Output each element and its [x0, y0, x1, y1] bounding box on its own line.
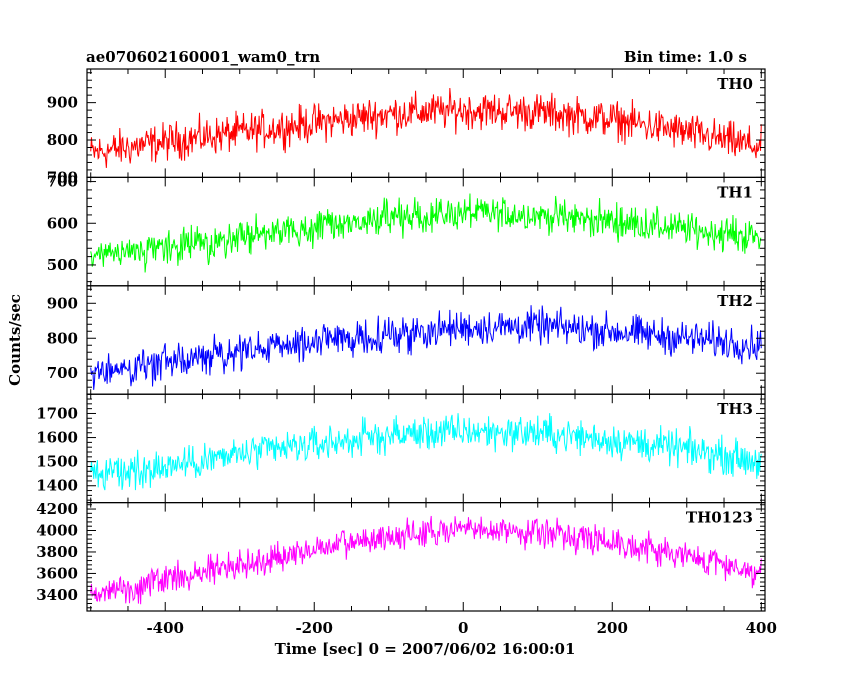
panel-label-th1: TH1 [717, 183, 753, 201]
y-tick-label: 1700 [36, 404, 78, 422]
x-tick-label: 400 [746, 619, 777, 637]
panel-th1: 500 600 700 TH1 [47, 173, 766, 287]
series-line-th2 [90, 305, 762, 390]
y-tick-label: 600 [47, 214, 78, 232]
x-axis-label: Time [sec] 0 = 2007/06/02 16:00:01 [275, 640, 576, 658]
y-tick-label: 700 [47, 364, 78, 382]
y-tick-label: 4200 [36, 500, 78, 518]
y-axis-label: Counts/sec [6, 294, 24, 386]
x-tick-label: -400 [146, 619, 184, 637]
y-tick-label: 1600 [36, 429, 78, 447]
y-tick-label: 800 [47, 131, 78, 149]
panel-label-th3: TH3 [717, 400, 753, 418]
x-tick-label: 200 [597, 619, 628, 637]
y-tick-label: 3400 [36, 586, 78, 604]
y-tick-label: 1500 [36, 453, 78, 471]
x-tick-label: -200 [295, 619, 333, 637]
y-tick-label: 3800 [36, 543, 78, 561]
panel-th2: 700 800 900 TH2 [47, 285, 766, 395]
panel-th0123: 3400 3600 3800 4000 4200 TH0123 [36, 500, 766, 612]
x-axis: -400 -200 0 200 400 [146, 619, 776, 637]
panel-label-th2: TH2 [717, 292, 753, 310]
bin-time-label: Bin time: 1.0 s [624, 48, 747, 66]
series-line-th1 [90, 193, 762, 273]
x-tick-label: 0 [458, 619, 468, 637]
y-tick-label: 4000 [36, 522, 78, 540]
series-line-th3 [90, 413, 762, 491]
y-tick-label: 700 [47, 168, 78, 186]
panel-label-th0: TH0 [717, 75, 753, 93]
panels-group: 700 800 900 TH0 500 600 700 TH1 700 800 900 TH2 1400… [36, 68, 766, 612]
panel-frame [86, 502, 766, 612]
panel-th0: 700 800 900 TH0 [47, 68, 766, 186]
y-tick-label: 900 [47, 294, 78, 312]
y-tick-label: 3600 [36, 564, 78, 582]
chart-title: ae070602160001_wam0_trn [86, 48, 320, 66]
y-tick-label: 800 [47, 329, 78, 347]
y-tick-label: 700 [47, 173, 78, 191]
panel-label-th0123: TH0123 [686, 509, 753, 527]
series-line-th0123 [90, 515, 762, 605]
y-tick-label: 500 [47, 256, 78, 274]
series-line-th0 [90, 88, 762, 168]
panel-th3: 1400 1500 1600 1700 TH3 [36, 393, 766, 504]
y-tick-label: 900 [47, 94, 78, 112]
y-tick-label: 1400 [36, 477, 78, 495]
